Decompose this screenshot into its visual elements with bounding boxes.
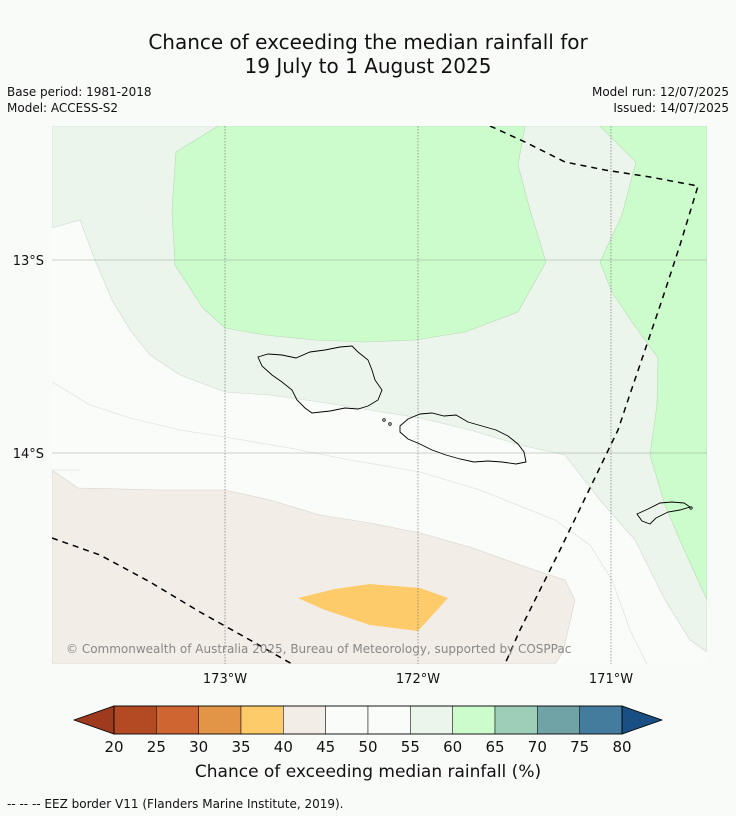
- colorbar-cell-20-25: [113, 705, 157, 735]
- contour-line-upper: [52, 381, 648, 664]
- island-manono: [382, 418, 386, 422]
- colorbar-tick-80: 80: [612, 738, 631, 756]
- colorbar-cell-70-75: [537, 705, 580, 735]
- colorbar-tick-20: 20: [104, 738, 123, 756]
- colorbar-cell-25-30: [156, 705, 199, 735]
- model-run: Model run: 12/07/2025: [591, 85, 729, 99]
- island-aunuu: [689, 506, 693, 510]
- model-name: Model: ACCESS-S2: [7, 101, 119, 115]
- contour-60-65-center: [171, 126, 547, 343]
- island-apolima: [388, 422, 392, 426]
- colorbar-frame: [113, 705, 623, 735]
- colorbar-tick-40: 40: [274, 738, 293, 756]
- lat-label-14s: 14°S: [13, 447, 44, 462]
- colorbar-cell-50-55: [367, 705, 411, 735]
- lon-label-173w: 173°W: [203, 672, 247, 687]
- colorbar-arrow-low: [72, 705, 115, 735]
- island-savaii: [257, 345, 383, 414]
- meta-right: Model run: 12/07/2025 Issued: 14/07/2025: [592, 84, 729, 116]
- colorbar-tick-35: 35: [231, 738, 250, 756]
- title-line-2: 19 July to 1 August 2025: [244, 54, 492, 78]
- colorbar-cell-75-80: [579, 705, 623, 735]
- copyright-notice: © Commonwealth of Australia 2025, Bureau…: [66, 642, 571, 656]
- meta-left: Base period: 1981-2018 Model: ACCESS-S2: [7, 84, 152, 116]
- contour-35-40: [298, 584, 448, 631]
- island-upolu: [399, 412, 527, 465]
- eez-border-southwest: [52, 537, 293, 664]
- colorbar-tick-50: 50: [358, 738, 377, 756]
- map-area: © Commonwealth of Australia 2025, Bureau…: [52, 126, 707, 664]
- colorbar-cell-65-70: [494, 705, 538, 735]
- colorbar-cell-30-35: [198, 705, 242, 735]
- issued-date: Issued: 14/07/2025: [613, 101, 729, 115]
- colorbar-label: Chance of exceeding median rainfall (%): [194, 762, 542, 782]
- title-line-1: Chance of exceeding the median rainfall …: [148, 30, 588, 54]
- colorbar-tick-70: 70: [528, 738, 547, 756]
- colorbar-tick-45: 45: [316, 738, 335, 756]
- colorbar-cell-60-65: [452, 705, 496, 735]
- colorbar-tick-25: 25: [147, 738, 166, 756]
- colorbar: 20 25 30 35 40 45 50 55 60 65 70 75 80: [72, 705, 664, 756]
- map-title: Chance of exceeding the median rainfall …: [0, 30, 736, 78]
- colorbar-cell-55-60: [410, 705, 453, 735]
- colorbar-cell-40-45: [283, 705, 326, 735]
- colorbar-cell-45-50: [325, 705, 369, 735]
- colorbar-arrow-high: [621, 705, 664, 735]
- base-period: Base period: 1981-2018: [7, 85, 152, 99]
- colorbar-tick-60: 60: [443, 738, 462, 756]
- lat-label-13s: 13°S: [13, 254, 44, 269]
- colorbar-tick-65: 65: [485, 738, 504, 756]
- colorbar-tick-75: 75: [570, 738, 589, 756]
- colorbar-tick-30: 30: [189, 738, 208, 756]
- island-tutuila: [636, 501, 692, 525]
- contour-40-45: [52, 469, 576, 664]
- lon-label-171w: 171°W: [589, 672, 633, 687]
- colorbar-tick-55: 55: [401, 738, 420, 756]
- lon-label-172w: 172°W: [396, 672, 440, 687]
- colorbar-cell-35-40: [240, 705, 284, 735]
- eez-footnote: -- -- -- EEZ border V11 (Flanders Marine…: [7, 797, 344, 811]
- eez-border-north: [489, 126, 699, 664]
